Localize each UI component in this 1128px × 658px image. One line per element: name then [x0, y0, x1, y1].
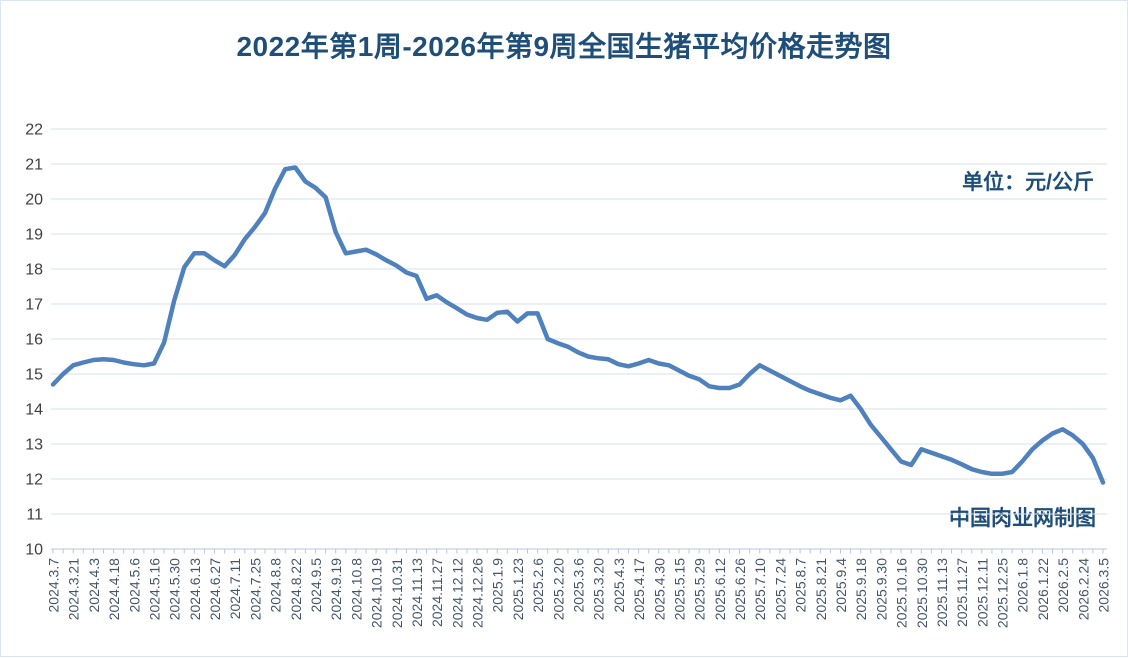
x-axis-label: 2025.1.23: [510, 558, 526, 620]
x-axis-label: 2025.5.29: [692, 558, 708, 620]
x-axis-label: 2024.8.8: [268, 558, 284, 613]
x-axis-label: 2024.10.8: [348, 558, 364, 620]
x-axis-label: 2024.9.5: [308, 558, 324, 613]
x-axis-label: 2025.10.16: [894, 558, 910, 628]
y-axis-label: 21: [25, 157, 43, 174]
x-axis-label: 2026.2.24: [1075, 558, 1091, 620]
y-axis-label: 18: [25, 262, 43, 279]
x-axis-label: 2024.4.18: [106, 558, 122, 620]
x-axis-label: 2024.6.13: [187, 558, 203, 620]
y-axis-label: 10: [25, 542, 43, 559]
x-axis-label: 2024.10.31: [389, 558, 405, 628]
x-axis-label: 2024.11.27: [429, 558, 445, 627]
x-axis-label: 2026.1.8: [1015, 558, 1031, 613]
x-axis-label: 2024.4.3: [86, 558, 102, 613]
y-axis-label: 13: [25, 437, 43, 454]
y-axis-label: 20: [25, 192, 43, 209]
x-axis-label: 2025.11.27: [954, 558, 970, 627]
x-axis-label: 2024.6.27: [207, 558, 223, 620]
x-axis-label: 2025.9.18: [853, 558, 869, 620]
x-axis-label: 2025.8.21: [813, 558, 829, 620]
x-axis-label: 2024.5.30: [167, 558, 183, 620]
x-axis-label: 2025.8.7: [793, 558, 809, 613]
x-axis-label: 2025.12.11: [974, 558, 990, 627]
x-axis-label: 2024.3.7: [46, 558, 62, 613]
x-axis-label: 2024.10.19: [369, 558, 385, 628]
x-axis-label: 2024.11.13: [409, 558, 425, 627]
x-axis-label: 2025.11.13: [934, 558, 950, 627]
x-axis-label: 2024.5.6: [126, 558, 142, 613]
x-axis-label: 2025.9.4: [833, 558, 849, 613]
x-axis-label: 2025.4.17: [631, 558, 647, 620]
x-axis-label: 2024.5.16: [146, 558, 162, 620]
x-axis-label: 2025.10.30: [914, 558, 930, 628]
x-axis-label: 2026.3.5: [1096, 558, 1112, 613]
x-axis-label: 2026.1.22: [1035, 558, 1051, 620]
x-axis-label: 2025.1.9: [490, 558, 506, 613]
x-axis-label: 2025.7.10: [752, 558, 768, 620]
x-axis-label: 2024.12.12: [449, 558, 465, 628]
x-axis-label: 2026.2.5: [1055, 558, 1071, 613]
x-axis-label: 2025.4.3: [611, 558, 627, 613]
price-line: [50, 165, 1106, 485]
chart-title: 2022年第1周-2026年第9周全国生猪平均价格走势图: [236, 31, 892, 62]
x-axis-label: 2025.9.30: [873, 558, 889, 620]
y-axis-label: 11: [26, 507, 43, 524]
x-axis-label: 2025.4.30: [651, 558, 667, 620]
y-axis-label: 12: [25, 472, 43, 489]
x-axis-label: 2024.12.26: [470, 558, 486, 628]
x-axis-label: 2025.3.20: [591, 558, 607, 620]
credit-label: 中国肉业网制图: [949, 507, 1096, 530]
y-axis-label: 15: [25, 367, 43, 384]
unit-label: 单位：元/公斤: [962, 171, 1094, 194]
x-axis-label: 2024.7.11: [227, 558, 243, 619]
x-axis-label: 2024.9.19: [328, 558, 344, 620]
x-axis-label: 2025.2.6: [530, 558, 546, 613]
x-axis-label: 2025.7.24: [772, 558, 788, 620]
x-axis-label: 2024.3.21: [66, 558, 82, 620]
y-axis-label: 17: [25, 297, 43, 314]
y-axis-label: 16: [25, 332, 43, 349]
x-axis-label: 2025.6.26: [732, 558, 748, 620]
x-axis-label: 2025.5.15: [671, 558, 687, 620]
x-axis-label: 2024.7.25: [247, 558, 263, 620]
x-axis-label: 2025.12.25: [995, 558, 1011, 628]
y-axis-label: 14: [25, 402, 43, 419]
x-axis-label: 2025.6.12: [712, 558, 728, 620]
y-axis-label: 22: [25, 122, 43, 139]
x-axis-label: 2025.2.20: [550, 558, 566, 620]
x-axis-label: 2024.8.22: [288, 558, 304, 620]
y-axis-label: 19: [25, 227, 43, 244]
x-axis-label: 2025.3.6: [571, 558, 587, 613]
